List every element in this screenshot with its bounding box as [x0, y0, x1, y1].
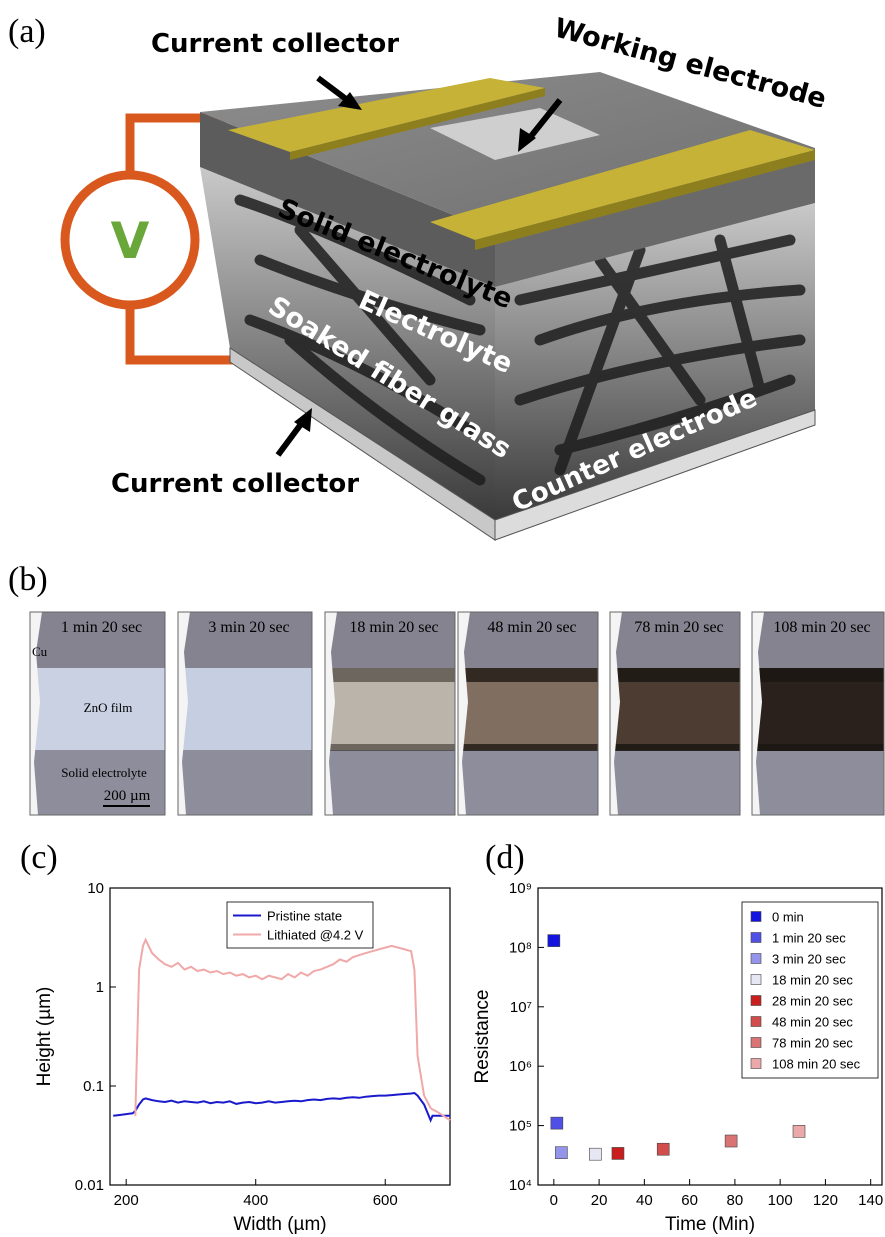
data-point — [793, 1125, 805, 1137]
legend-label: 48 min 20 sec — [772, 1015, 853, 1030]
legend-label: 3 min 20 sec — [772, 952, 846, 967]
legend-label: 28 min 20 sec — [772, 994, 853, 1009]
y-tick-label: 10⁹ — [509, 880, 532, 897]
legend-label: 108 min 20 sec — [772, 1057, 861, 1072]
caption: 1 min 20 sec — [61, 619, 142, 636]
panel-a: (a) V Current collector Wo — [8, 13, 830, 540]
x-axis-label: Time (Min) — [665, 1214, 755, 1235]
film-edge — [752, 744, 884, 751]
label: Current collector — [151, 29, 399, 59]
micrograph: 3 min 20 sec — [178, 612, 312, 815]
data-point — [555, 1147, 567, 1159]
legend-swatch — [751, 933, 761, 943]
legend-box — [742, 902, 878, 1078]
film-edge — [752, 668, 884, 682]
y-axis-label: Height (µm) — [34, 987, 55, 1087]
data-point — [551, 1117, 563, 1129]
x-tick-label: 0 — [550, 1192, 558, 1209]
legend-swatch — [751, 954, 761, 964]
panel-label: (c) — [20, 839, 58, 876]
x-axis-label: Width (µm) — [233, 1214, 326, 1235]
label: Current collector — [111, 469, 359, 499]
legend-label: Pristine state — [267, 909, 342, 924]
micrograph: 108 min 20 sec — [752, 612, 884, 815]
electrolyte-layer — [610, 750, 740, 815]
legend-swatch — [751, 996, 761, 1006]
figure: (a) V Current collector Wo — [0, 0, 885, 1237]
y-tick-label: 10⁷ — [510, 999, 532, 1016]
film-edge — [610, 668, 740, 682]
legend-swatch — [751, 1038, 761, 1048]
panel-label: (b) — [8, 561, 48, 598]
panel-label: (d) — [485, 839, 525, 876]
micrograph: 48 min 20 sec — [458, 612, 598, 815]
panel-label: (a) — [8, 13, 46, 50]
micrograph: 18 min 20 sec — [325, 612, 455, 815]
film-edge — [325, 744, 455, 751]
x-tick-label: 120 — [813, 1192, 838, 1209]
data-point — [612, 1147, 624, 1159]
x-tick-label: 60 — [681, 1192, 698, 1209]
x-tick-label: 200 — [114, 1192, 139, 1209]
zno-film — [178, 668, 312, 750]
legend-swatch — [751, 975, 761, 985]
legend-swatch — [751, 1017, 761, 1027]
y-tick-label: 1 — [96, 979, 104, 996]
x-tick-label: 40 — [636, 1192, 653, 1209]
legend-swatch — [751, 1059, 761, 1069]
film-edge — [458, 668, 598, 682]
legend-label: 1 min 20 sec — [772, 931, 846, 946]
data-point — [725, 1135, 737, 1147]
scale-label: 200 µm — [104, 788, 151, 804]
electrolyte-layer — [178, 750, 312, 815]
y-tick-label: 10⁸ — [509, 939, 532, 956]
x-tick-label: 400 — [243, 1192, 268, 1209]
legend-label: 0 min — [772, 910, 804, 925]
legend-label: 18 min 20 sec — [772, 973, 853, 988]
voltmeter-label: V — [111, 212, 150, 270]
legend-swatch — [751, 912, 761, 922]
x-tick-label: 600 — [373, 1192, 398, 1209]
electrolyte-layer — [325, 750, 455, 815]
micrograph: 78 min 20 sec — [610, 612, 740, 815]
annotation: ZnO film — [84, 700, 133, 715]
legend-label: 78 min 20 sec — [772, 1036, 853, 1051]
data-point — [589, 1148, 601, 1160]
annotation: Cu — [32, 644, 48, 659]
chart: (c) 200 400 600 0.01 0.1 1 10 Width (µm) Height (… — [20, 839, 450, 1235]
y-tick-label: 10 — [87, 880, 104, 897]
electrolyte-layer — [458, 750, 598, 815]
data-point — [657, 1143, 669, 1155]
page: (a) V Current collector Wo — [0, 0, 885, 1237]
caption: 18 min 20 sec — [349, 619, 438, 636]
data-point — [548, 935, 560, 947]
y-tick-label: 10⁶ — [509, 1058, 532, 1075]
data-line — [113, 1093, 450, 1120]
caption: 108 min 20 sec — [773, 619, 870, 636]
y-tick-label: 10⁴ — [509, 1177, 532, 1194]
y-axis-label: Resistance — [472, 990, 493, 1084]
annotation: Solid electrolyte — [61, 765, 147, 780]
x-tick-label: 140 — [858, 1192, 883, 1209]
film-edge — [458, 744, 598, 751]
legend-label: Lithiated @4.2 V — [267, 928, 364, 943]
caption: 3 min 20 sec — [208, 619, 289, 636]
chart: (d) 0 20 40 60 80 100 120 140 10⁴ 10⁵ 10⁶ 10⁷ 10⁸ 10⁹ T… — [472, 839, 883, 1235]
x-tick-label: 80 — [727, 1192, 744, 1209]
panel-b: (b) 1 min 20 sec 3 min 20 sec 18 min 20 se… — [8, 561, 884, 815]
film-edge — [325, 668, 455, 682]
caption: 48 min 20 sec — [487, 619, 576, 636]
x-tick-label: 100 — [768, 1192, 793, 1209]
y-tick-label: 0.01 — [75, 1177, 104, 1194]
y-tick-label: 0.1 — [83, 1078, 104, 1095]
caption: 78 min 20 sec — [634, 619, 723, 636]
y-tick-label: 10⁵ — [509, 1118, 532, 1135]
x-tick-label: 20 — [591, 1192, 608, 1209]
electrolyte-layer — [752, 750, 884, 815]
film-edge — [610, 744, 740, 751]
